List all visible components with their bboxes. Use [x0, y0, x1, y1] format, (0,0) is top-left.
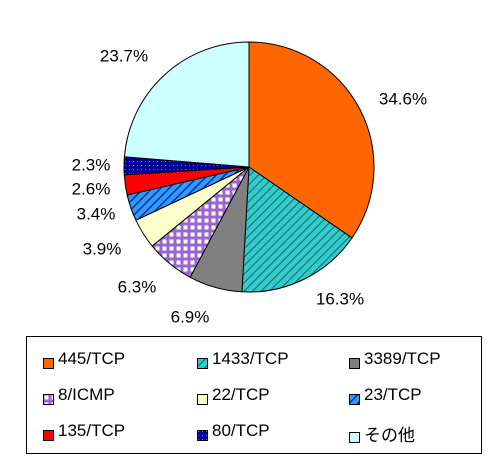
legend-label: 135/TCP	[58, 421, 126, 440]
legend-item: 80/TCP	[197, 421, 270, 441]
legend-swatch	[43, 390, 54, 405]
pie-slice-9	[123, 41, 250, 168]
legend-item: 3389/TCP	[349, 349, 441, 369]
legend-label: 8/ICMP	[58, 385, 115, 404]
legend-label: 22/TCP	[212, 385, 270, 404]
legend-swatch	[349, 390, 360, 405]
legend-label: その他	[364, 426, 415, 445]
slice-percent-label: 3.4%	[77, 204, 116, 223]
slice-percent-label: 2.3%	[72, 155, 111, 174]
legend-item: 445/TCP	[43, 349, 125, 369]
slice-percent-label: 34.6%	[379, 89, 427, 108]
legend-swatch	[197, 390, 208, 405]
slice-percent-label: 16.3%	[316, 289, 364, 308]
pie-slice-1	[248, 41, 375, 239]
pie-slice-2	[241, 166, 353, 293]
slice-percent-label: 6.9%	[171, 307, 210, 326]
chart-legend: 445/TCP 1433/TCP 3389/TCP 8/ICMP 22/TCP 23/TC…	[26, 336, 482, 454]
legend-item: その他	[349, 421, 415, 446]
slice-percent-label: 6.3%	[118, 277, 157, 296]
legend-label: 445/TCP	[58, 349, 126, 368]
legend-swatch	[197, 354, 208, 369]
legend-swatch	[197, 426, 208, 441]
legend-item: 23/TCP	[349, 385, 422, 405]
legend-item: 22/TCP	[197, 385, 270, 405]
legend-swatch	[349, 354, 360, 369]
legend-label: 3389/TCP	[364, 349, 441, 368]
legend-label: 80/TCP	[212, 421, 270, 440]
legend-label: 23/TCP	[364, 385, 422, 404]
legend-swatch	[43, 354, 54, 369]
legend-item: 135/TCP	[43, 421, 125, 441]
slice-percent-label: 2.6%	[72, 179, 111, 198]
slice-percent-label: 23.7%	[100, 46, 148, 65]
legend-item: 1433/TCP	[197, 349, 289, 369]
legend-swatch	[349, 428, 360, 443]
legend-label: 1433/TCP	[212, 349, 289, 368]
legend-item: 8/ICMP	[43, 385, 115, 405]
slice-percent-label: 3.9%	[83, 239, 122, 258]
legend-swatch	[43, 426, 54, 441]
